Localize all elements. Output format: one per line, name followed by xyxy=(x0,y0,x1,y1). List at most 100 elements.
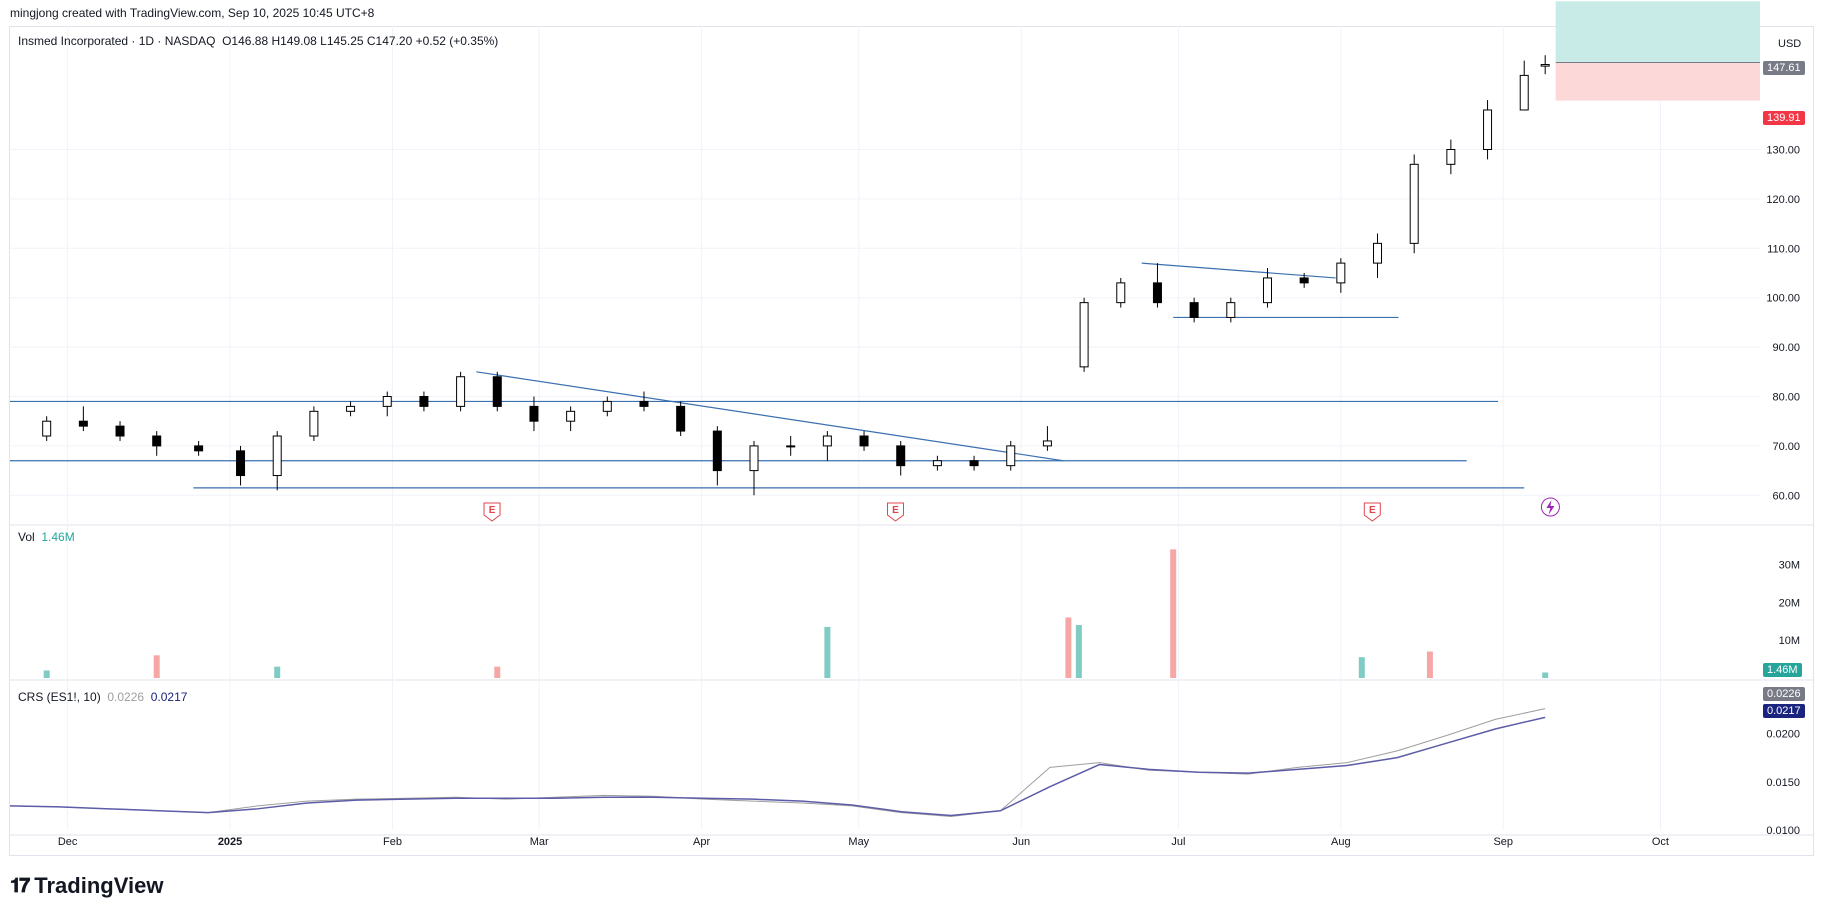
crs-label: CRS (ES1!, 10) xyxy=(18,690,101,704)
volume-value: 1.46M xyxy=(41,530,75,544)
candle-body xyxy=(42,420,52,437)
volume-bar xyxy=(1426,651,1433,678)
symbol-legend[interactable]: Insmed Incorporated · 1D · NASDAQ O146.8… xyxy=(18,34,498,48)
tradingview-logo[interactable]: 𝟏𝟕 TradingView xyxy=(10,873,163,899)
candle-body xyxy=(382,396,392,407)
candle-body xyxy=(272,435,282,477)
tradingview-logo-icon: 𝟏𝟕 xyxy=(10,874,30,897)
volume-bar xyxy=(494,666,501,678)
candle-body xyxy=(1336,262,1346,284)
candle-body xyxy=(309,410,319,437)
volume-bar xyxy=(824,626,831,678)
candle-body xyxy=(236,450,246,477)
candle-body xyxy=(1409,163,1419,244)
time-tick-label: Sep xyxy=(1493,836,1513,848)
volume-bar xyxy=(153,655,160,678)
crs-tick-label: 0.0100 xyxy=(1766,825,1800,837)
candle-body xyxy=(1446,149,1456,165)
candle-body xyxy=(346,405,356,412)
price-tick-label: 90.00 xyxy=(1772,342,1800,354)
volume-bar xyxy=(1075,625,1082,678)
candle-body xyxy=(786,445,796,448)
candle-body xyxy=(712,430,722,472)
earnings-marker-icon xyxy=(483,502,501,522)
volume-bar xyxy=(43,670,50,678)
candle-body xyxy=(749,445,759,472)
candle-body xyxy=(1042,440,1052,447)
candle-body xyxy=(639,400,649,407)
candle-body xyxy=(969,460,979,467)
time-tick-label: Jul xyxy=(1171,836,1185,848)
candle-body xyxy=(602,400,612,412)
candle-body xyxy=(932,460,942,467)
candle-body xyxy=(529,405,539,422)
volume-bar xyxy=(1542,672,1549,678)
price-tick-label: 60.00 xyxy=(1772,490,1800,502)
trendline xyxy=(476,371,1064,462)
candle-body xyxy=(1373,242,1383,264)
volume-tag: 1.46M xyxy=(1763,663,1802,677)
brand-name: TradingView xyxy=(34,873,164,898)
earnings-marker-label: E xyxy=(1369,505,1376,516)
earnings-marker-label: E xyxy=(892,505,899,516)
volume-bar xyxy=(1358,657,1365,678)
event-lightning-glyph xyxy=(1546,500,1555,515)
candle-body xyxy=(194,445,204,452)
currency-label: USD xyxy=(1778,38,1802,50)
price-tick-label: 120.00 xyxy=(1766,194,1800,206)
ohlc-values: O146.88 H149.08 L145.25 C147.20 +0.52 (+… xyxy=(222,34,499,48)
chart-frame xyxy=(9,26,1814,856)
candle-body xyxy=(1079,302,1089,368)
volume-bar xyxy=(1065,617,1072,678)
candle-body xyxy=(1189,302,1199,318)
candle-body xyxy=(1006,445,1016,467)
price-tick-label: 80.00 xyxy=(1772,392,1800,404)
price-tick-label: 70.00 xyxy=(1772,441,1800,453)
time-tick-label: Dec xyxy=(58,836,78,848)
volume-legend[interactable]: Vol 1.46M xyxy=(18,530,75,544)
candle-body xyxy=(896,445,906,467)
volume-tick-label: 30M xyxy=(1779,559,1800,571)
price-tick-label: 130.00 xyxy=(1766,145,1800,157)
crs-legend[interactable]: CRS (ES1!, 10) 0.0226 0.0217 xyxy=(18,690,187,704)
candle-body xyxy=(1540,64,1550,67)
candle-body xyxy=(456,376,466,407)
crs-value-2: 0.0217 xyxy=(150,690,188,704)
volume-bar xyxy=(1170,549,1177,678)
candle-body xyxy=(492,376,502,407)
candle-body xyxy=(152,435,162,447)
candle-body xyxy=(1519,74,1529,111)
earnings-marker-label: E xyxy=(489,505,496,516)
candle-body xyxy=(419,396,429,407)
time-tick-label: Apr xyxy=(693,836,710,848)
volume-bar xyxy=(274,666,281,678)
volume-tick-label: 20M xyxy=(1779,597,1800,609)
time-tick-label: Feb xyxy=(383,836,402,848)
target-zone xyxy=(1555,1,1760,63)
crs-series-line xyxy=(9,708,1546,818)
crs-tag-1: 0.0226 xyxy=(1763,687,1805,701)
time-tick-label: Aug xyxy=(1331,836,1351,848)
volume-label: Vol xyxy=(18,530,35,544)
candle-body xyxy=(1116,282,1126,304)
stop-zone xyxy=(1555,62,1760,101)
earnings-marker-icon xyxy=(1363,502,1381,522)
crs-tick-label: 0.0200 xyxy=(1766,729,1800,741)
candle-body xyxy=(859,435,869,447)
crs-tick-label: 0.0150 xyxy=(1766,777,1800,789)
time-tick-label: 2025 xyxy=(218,836,242,848)
candle-body xyxy=(1226,302,1236,318)
last-price-tag: 147.61 xyxy=(1763,61,1805,75)
candle-body xyxy=(676,405,686,432)
candle-body xyxy=(566,410,576,422)
volume-tick-label: 10M xyxy=(1779,635,1800,647)
earnings-marker-icon xyxy=(886,502,904,522)
time-tick-label: Oct xyxy=(1652,836,1669,848)
symbol-title: Insmed Incorporated · 1D · NASDAQ xyxy=(18,34,216,48)
candle-body xyxy=(115,425,125,437)
candle-body xyxy=(1152,282,1162,304)
credit-text: mingjong created with TradingView.com, S… xyxy=(10,6,375,20)
price-tick-label: 110.00 xyxy=(1767,243,1800,255)
time-tick-label: Jun xyxy=(1012,836,1030,848)
